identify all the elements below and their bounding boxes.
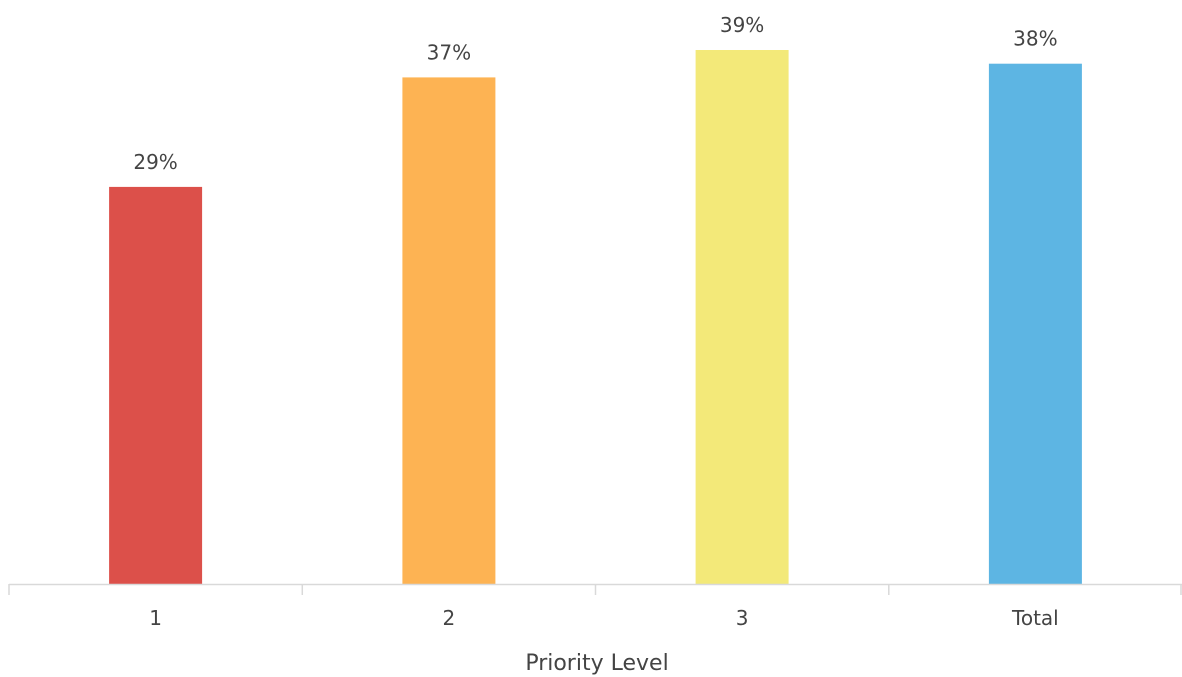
bar-1: [109, 186, 203, 584]
x-tick-label-1: 1: [149, 606, 162, 630]
data-label-total: 38%: [1013, 27, 1057, 51]
data-label-1: 29%: [133, 150, 177, 174]
data-labels-layer: 29% 37% 39% 38%: [133, 13, 1057, 174]
data-label-3: 39%: [720, 13, 764, 37]
bar-2: [402, 77, 496, 585]
x-tick-label-total: Total: [1011, 606, 1059, 630]
x-tick-label-3: 3: [736, 606, 749, 630]
x-axis-title: Priority Level: [525, 651, 668, 676]
bars-layer: [109, 50, 1082, 585]
x-axis: 1 2 3 Total: [8, 583, 1182, 630]
data-label-2: 37%: [427, 40, 471, 64]
bar-total: [988, 63, 1082, 584]
bar-3: [695, 50, 789, 584]
x-tick-label-2: 2: [443, 606, 456, 630]
